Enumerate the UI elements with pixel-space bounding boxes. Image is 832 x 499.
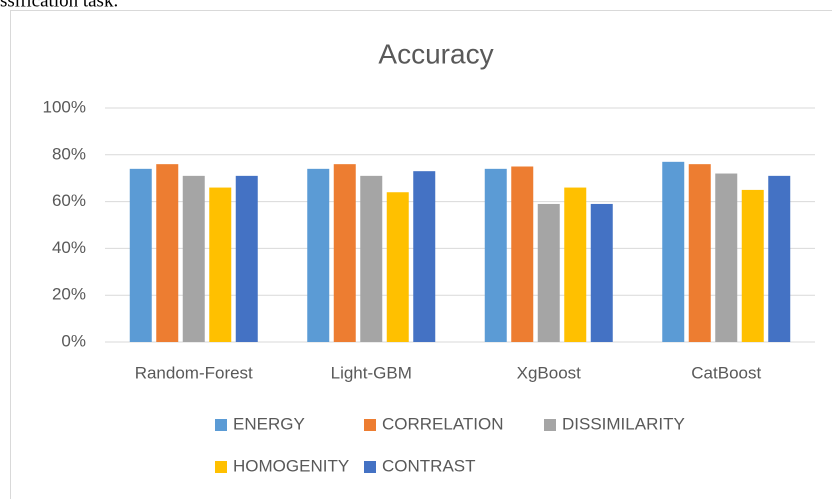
- legend-label: DISSIMILARITY: [562, 414, 685, 433]
- bar: [511, 166, 534, 342]
- bar: [537, 203, 560, 342]
- y-tick-label: 60%: [52, 191, 86, 210]
- bar: [741, 189, 764, 342]
- x-tick-label: Light-GBM: [331, 363, 412, 382]
- bar: [590, 203, 613, 342]
- legend-label: HOMOGENITY: [233, 456, 349, 475]
- legend-label: CONTRAST: [382, 456, 476, 475]
- bar: [484, 168, 507, 342]
- y-tick-label: 20%: [52, 285, 86, 304]
- bar: [182, 175, 205, 342]
- y-tick-label: 80%: [52, 144, 86, 163]
- header-text: ssification task.: [0, 0, 118, 11]
- legend-swatch: [544, 419, 556, 431]
- y-tick-label: 40%: [52, 238, 86, 257]
- y-tick-label: 100%: [43, 97, 86, 116]
- x-tick-label: Random-Forest: [135, 363, 253, 382]
- bar: [156, 164, 179, 342]
- legend-swatch: [215, 461, 227, 473]
- x-tick-label: CatBoost: [691, 363, 761, 382]
- bar: [129, 168, 152, 342]
- bar: [209, 187, 232, 342]
- legend-label: ENERGY: [233, 414, 305, 433]
- legend-swatch: [364, 461, 376, 473]
- bar: [235, 175, 258, 342]
- x-tick-label: XgBoost: [517, 363, 582, 382]
- chart-title: Accuracy: [378, 38, 493, 69]
- bar: [768, 175, 791, 342]
- bar: [662, 161, 685, 342]
- bar: [333, 164, 356, 342]
- legend-swatch: [364, 419, 376, 431]
- bar: [386, 192, 409, 342]
- bar: [688, 164, 711, 342]
- bar: [413, 171, 436, 342]
- legend-label: CORRELATION: [382, 414, 504, 433]
- bar: [360, 175, 383, 342]
- legend-swatch: [215, 419, 227, 431]
- y-tick-label: 0%: [61, 331, 86, 350]
- bar: [564, 187, 587, 342]
- bar: [307, 168, 330, 342]
- bar: [715, 173, 738, 342]
